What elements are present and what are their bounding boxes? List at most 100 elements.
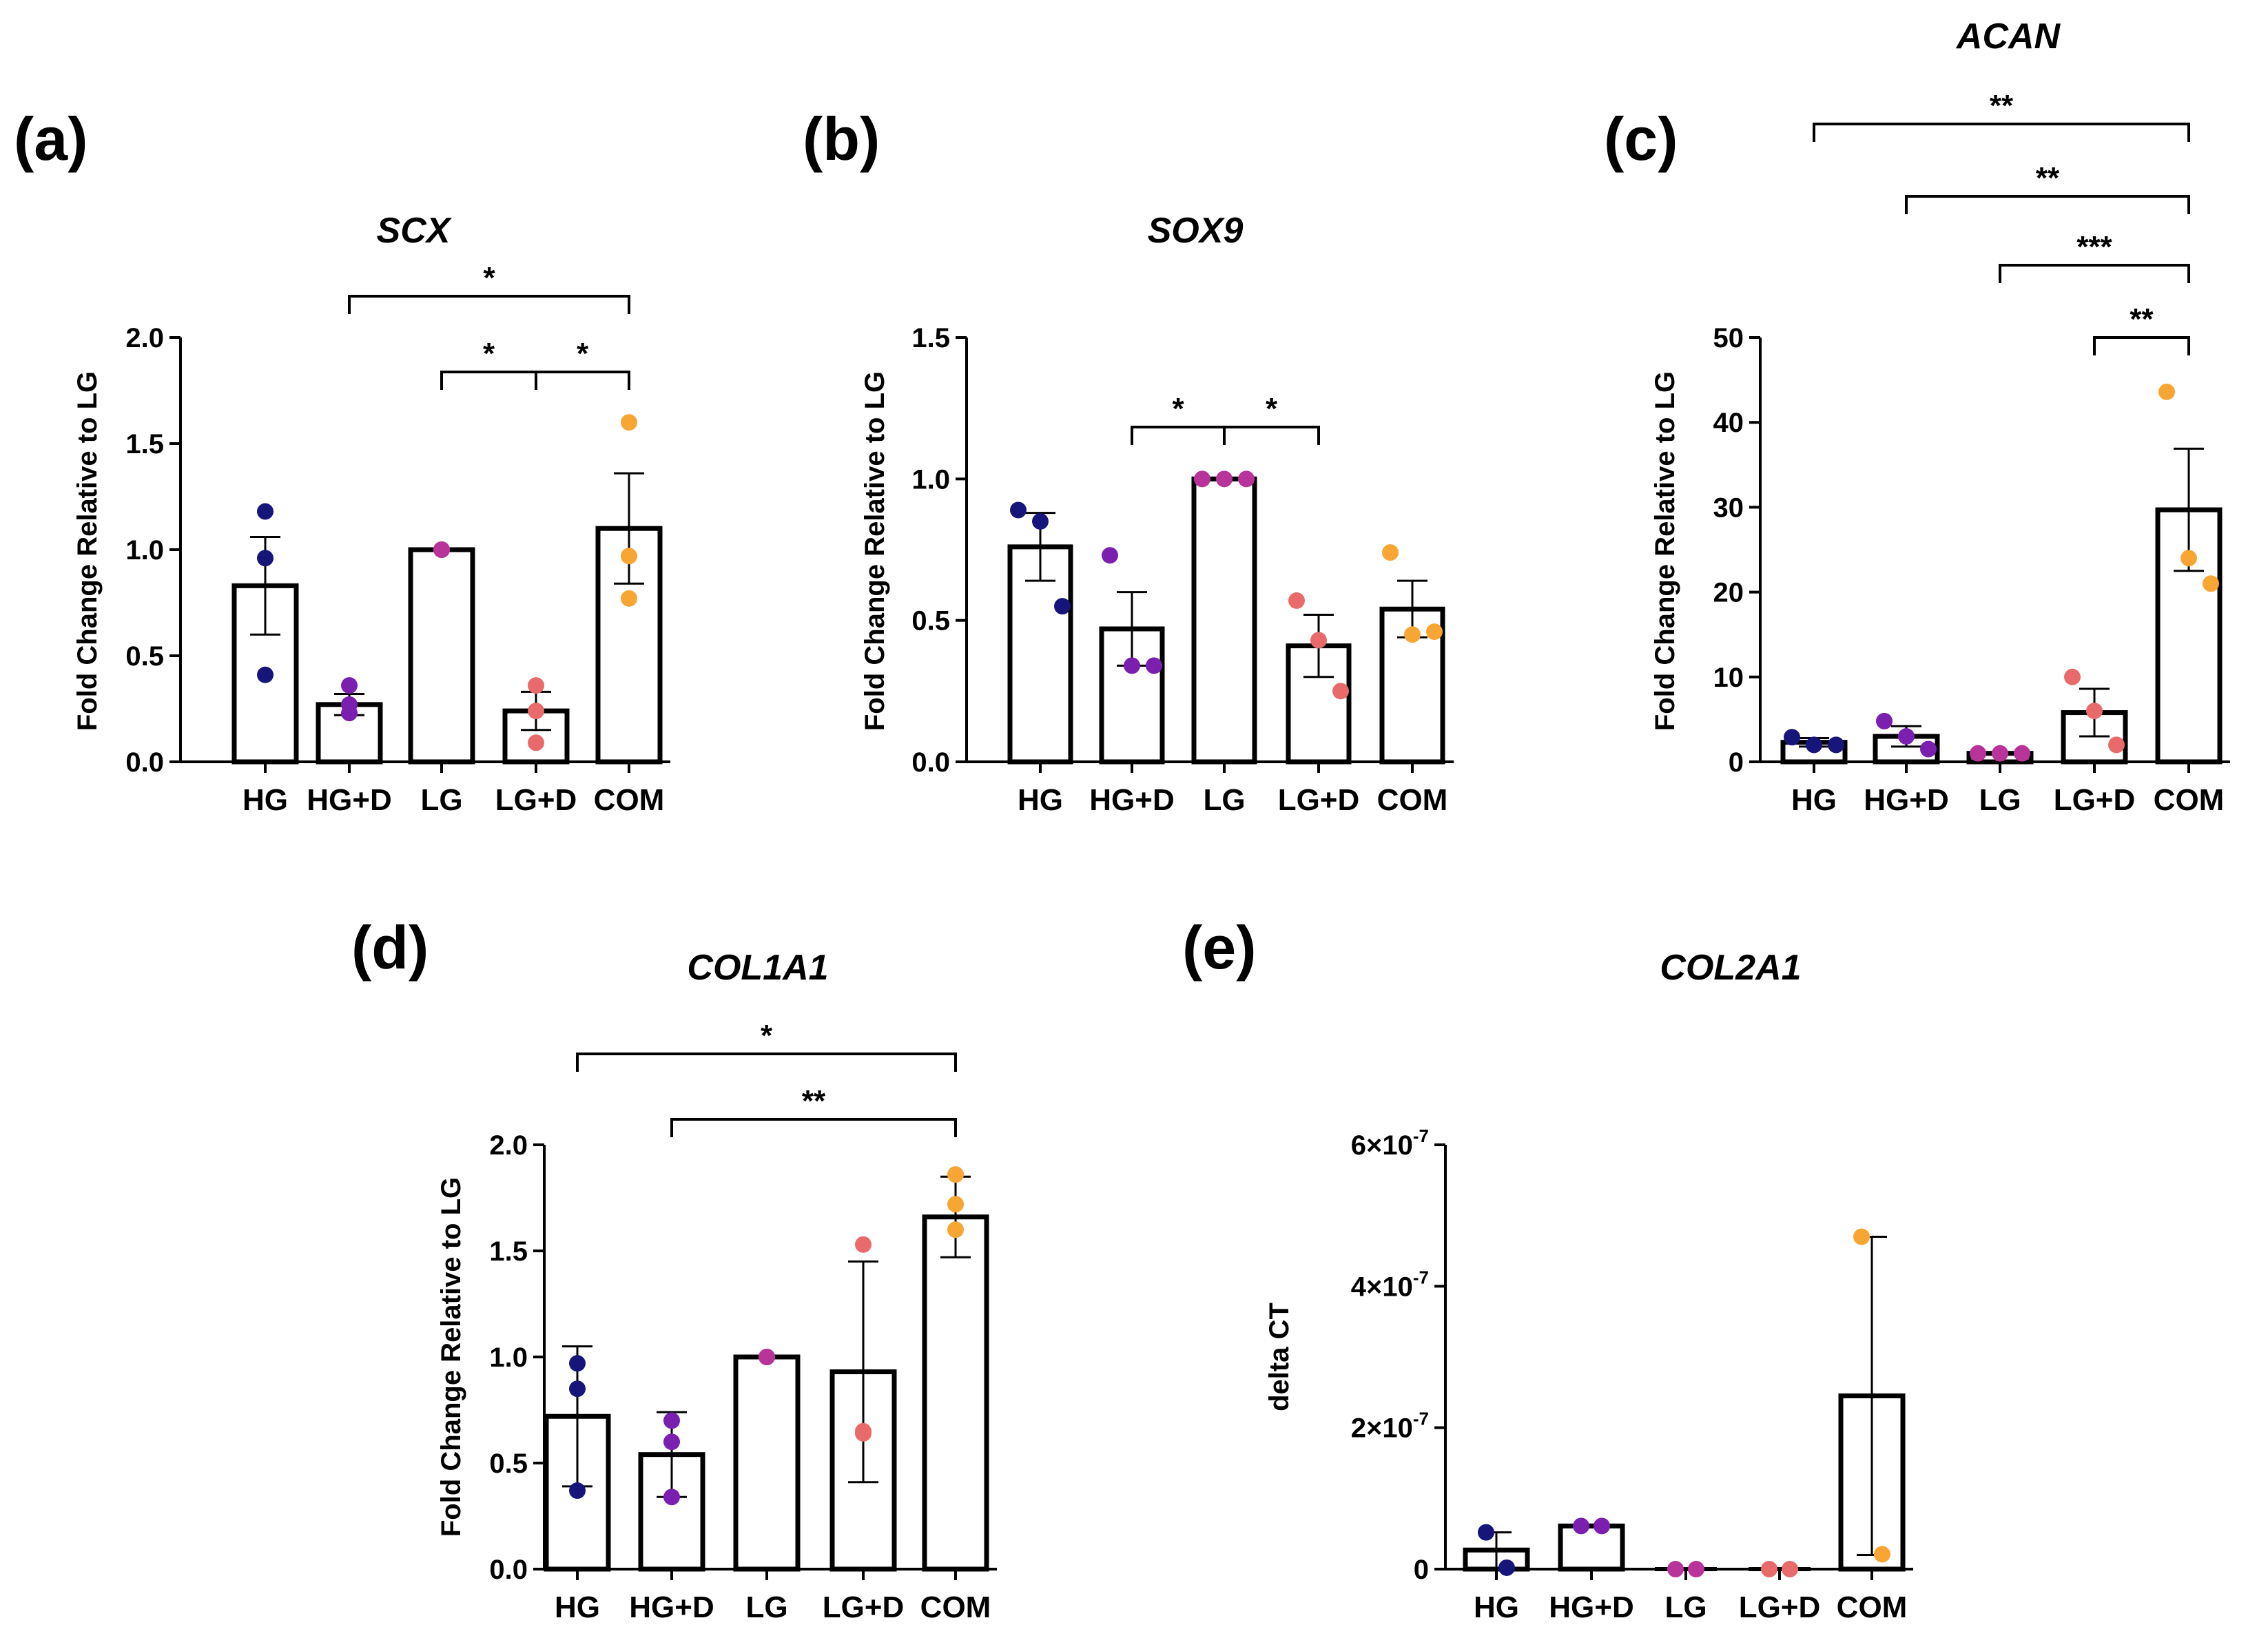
y-tick-label: 10 bbox=[1713, 663, 1744, 693]
x-tick-label: LG bbox=[420, 783, 462, 817]
chart-title: COL2A1 bbox=[1660, 948, 1801, 988]
significance-bracket bbox=[1813, 123, 2190, 142]
data-point-HG+D bbox=[1898, 728, 1915, 745]
y-tick-label: 20 bbox=[1713, 578, 1744, 608]
x-tick-label: LG bbox=[1664, 1590, 1707, 1624]
data-point-HG bbox=[1010, 501, 1027, 519]
bar-HG+D bbox=[1558, 1523, 1625, 1572]
data-point-LG+D bbox=[528, 734, 544, 751]
data-point-LG+D bbox=[1310, 632, 1327, 649]
significance-label: * bbox=[761, 1019, 773, 1053]
data-point-LG+D bbox=[855, 1236, 872, 1253]
data-point-COM bbox=[621, 590, 637, 607]
data-point-COM bbox=[621, 414, 637, 431]
chart-4: COL2A1 delta CT 0 2×10-7 4×10-7 6×10-7 HG HG+D L… bbox=[1264, 948, 1913, 1624]
data-point-COM bbox=[2181, 550, 2197, 567]
y-tick-label: 1.0 bbox=[911, 464, 950, 495]
significance-bracket bbox=[440, 371, 537, 390]
x-tick-label: LG+D bbox=[2054, 783, 2136, 817]
y-tick-label: 2.0 bbox=[489, 1130, 528, 1161]
data-point-COM bbox=[947, 1196, 964, 1213]
data-point-COM bbox=[2158, 383, 2175, 400]
chart-title: SOX9 bbox=[1148, 211, 1244, 251]
data-point-LG+D bbox=[2108, 736, 2125, 754]
significance-bracket bbox=[1131, 426, 1226, 445]
data-point-LG bbox=[1238, 470, 1255, 488]
data-point-LG+D bbox=[855, 1424, 872, 1442]
data-point-LG bbox=[2014, 745, 2030, 762]
y-tick-label: 0.5 bbox=[911, 606, 950, 636]
data-point-COM bbox=[2203, 575, 2219, 592]
y-tick-label: 1.5 bbox=[489, 1236, 528, 1267]
y-tick-label: 2.0 bbox=[125, 323, 164, 353]
data-point-LG+D bbox=[1288, 592, 1305, 609]
data-point-HG+D bbox=[1920, 740, 1937, 758]
x-tick-label: HG+D bbox=[307, 783, 391, 817]
data-point-LG+D bbox=[528, 677, 544, 694]
data-point-HG bbox=[1784, 729, 1800, 746]
y-tick-label: 0 bbox=[1414, 1555, 1429, 1585]
charts-layer: SCX Fold Change Relative to LG 0.0 0.5 1.0 1.… bbox=[72, 17, 2230, 1624]
significance-label: ** bbox=[2130, 302, 2154, 336]
data-point-COM bbox=[1404, 626, 1421, 643]
data-point-LG+D bbox=[1782, 1561, 1798, 1577]
y-axis-label: Fold Change Relative to LG bbox=[860, 371, 890, 731]
data-point-LG+D bbox=[528, 703, 544, 720]
significance-bracket bbox=[535, 371, 630, 390]
data-point-HG bbox=[1478, 1524, 1494, 1541]
significance-label: ** bbox=[1990, 89, 2014, 123]
x-tick-label: HG+D bbox=[1864, 783, 1948, 817]
data-point-COM bbox=[621, 548, 637, 565]
data-point-HG bbox=[569, 1482, 586, 1500]
x-tick-label: HG bbox=[1474, 1590, 1519, 1624]
data-point-LG+D bbox=[2086, 703, 2103, 720]
x-tick-label: LG+D bbox=[1739, 1590, 1821, 1624]
data-point-COM bbox=[1874, 1546, 1890, 1563]
y-axis-label: Fold Change Relative to LG bbox=[436, 1177, 466, 1537]
x-tick-label: HG+D bbox=[629, 1590, 714, 1624]
data-point-LG bbox=[1992, 745, 2008, 762]
chart-title: ACAN bbox=[1955, 17, 2061, 56]
significance-bracket bbox=[1223, 426, 1320, 445]
chart-0: SCX Fold Change Relative to LG 0.0 0.5 1.0 1.… bbox=[72, 211, 670, 817]
bar-COM bbox=[922, 1214, 989, 1572]
x-tick-label: LG bbox=[1203, 783, 1245, 817]
x-tick-label: LG+D bbox=[1278, 783, 1360, 817]
x-tick-label: HG bbox=[243, 783, 288, 817]
panel-label-e: (e) bbox=[1182, 913, 1257, 982]
x-tick-label: LG bbox=[745, 1590, 787, 1624]
x-tick-label: COM bbox=[920, 1590, 991, 1624]
bar-LG bbox=[408, 547, 475, 765]
significance-label: * bbox=[483, 261, 495, 295]
y-tick-label: 1.0 bbox=[125, 535, 164, 566]
y-tick-label: 6×10-7 bbox=[1351, 1126, 1429, 1161]
chart-3: COL1A1 Fold Change Relative to LG 0.0 0.5 1.… bbox=[436, 948, 997, 1624]
data-point-HG+D bbox=[1876, 712, 1893, 729]
data-point-LG bbox=[1688, 1561, 1704, 1577]
data-point-LG bbox=[759, 1349, 775, 1365]
y-tick-label: 4×10-7 bbox=[1351, 1267, 1429, 1302]
data-point-HG bbox=[569, 1380, 586, 1398]
x-tick-label: HG bbox=[555, 1590, 600, 1624]
significance-label: * bbox=[577, 337, 589, 371]
data-point-LG bbox=[1216, 470, 1233, 488]
data-point-HG bbox=[257, 550, 274, 567]
chart-1: SOX9 Fold Change Relative to LG 0.0 0.5 1.0 1… bbox=[860, 211, 1454, 817]
significance-label: ** bbox=[2036, 161, 2060, 195]
y-tick-label: 1.5 bbox=[125, 429, 164, 459]
significance-label: * bbox=[1266, 392, 1278, 426]
data-point-HG bbox=[257, 503, 274, 520]
y-tick-label: 1.5 bbox=[911, 323, 950, 353]
y-tick-label: 0.0 bbox=[489, 1555, 528, 1585]
y-tick-label: 0 bbox=[1729, 747, 1744, 778]
data-point-LG bbox=[1970, 745, 1986, 762]
chart-title: SCX bbox=[377, 211, 453, 251]
x-tick-label: LG+D bbox=[495, 783, 577, 817]
chart-title: COL1A1 bbox=[687, 948, 828, 988]
significance-label: *** bbox=[2076, 230, 2112, 264]
y-tick-label: 0.5 bbox=[125, 641, 164, 672]
data-point-LG+D bbox=[1761, 1561, 1777, 1577]
data-point-HG+D bbox=[663, 1412, 680, 1429]
data-point-HG bbox=[569, 1355, 586, 1372]
